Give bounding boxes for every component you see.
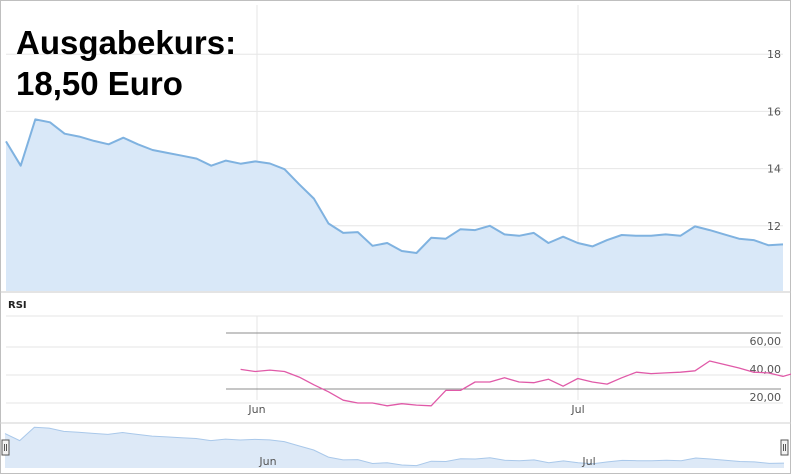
x-tick-jul: Jul [570,403,584,416]
issue-price-headline: Ausgabekurs: 18,50 Euro [16,22,236,104]
rsi-y-tick-60: 60,00 [750,335,782,348]
price-y-tick-16: 16 [767,105,781,118]
issue-price-value: 18,50 Euro [16,65,183,102]
navigator-right-handle[interactable] [780,439,789,456]
navigator-label-jun: Jun [258,455,276,468]
rsi-line [240,360,791,407]
navigator-line [4,426,785,467]
price-y-tick-12: 12 [767,220,781,233]
issue-price-label: Ausgabekurs: [16,24,237,61]
price-line [5,118,784,254]
x-tick-jun: Jun [247,403,265,416]
price-y-tick-14: 14 [767,163,781,176]
rsi-label: RSI [8,300,27,311]
navigator-left-handle[interactable] [1,439,10,456]
navigator-label-jul: Jul [581,455,595,468]
navigator-area [5,427,784,468]
price-y-tick-18: 18 [767,48,781,61]
rsi-y-tick-40: 40,00 [750,363,782,376]
rsi-y-tick-20: 20,00 [750,391,782,404]
price-area [6,119,783,292]
